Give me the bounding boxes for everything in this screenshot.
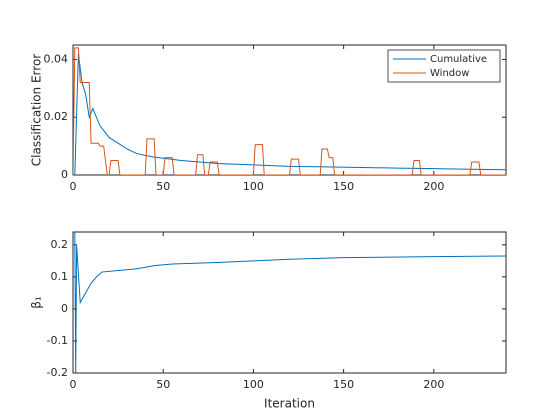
y-tick-label: 0.02	[44, 110, 69, 123]
x-tick-label: 50	[156, 180, 170, 193]
x-axis-label: Iteration	[264, 397, 315, 411]
x-tick-label: 100	[243, 180, 264, 193]
x-tick-label: 200	[423, 378, 444, 391]
y-tick-label: 0	[61, 168, 68, 181]
x-tick-label: 150	[333, 180, 354, 193]
y-tick-label: 0.1	[51, 270, 69, 283]
y-axis-label: β₁	[30, 296, 44, 309]
y-tick-label: -0.1	[47, 334, 68, 347]
x-tick-label: 50	[156, 378, 170, 391]
legend	[387, 49, 501, 83]
y-tick-label: 0.04	[44, 52, 69, 65]
line	[74, 232, 506, 373]
y-tick-label: 0	[61, 302, 68, 315]
x-tick-label: 100	[243, 378, 264, 391]
y-tick-label: 0.2	[51, 238, 69, 251]
line	[74, 53, 506, 175]
x-tick-label: 200	[423, 180, 444, 193]
legend-label: Cumulative	[430, 54, 487, 65]
x-tick-label: 0	[70, 378, 77, 391]
y-tick-label: -0.2	[47, 366, 68, 379]
y-axis-label: Classification Error	[30, 54, 44, 167]
x-tick-label: 150	[333, 378, 354, 391]
axes	[72, 231, 507, 374]
line	[73, 47, 506, 175]
legend-label: Window	[430, 68, 469, 79]
x-tick-label: 0	[70, 180, 77, 193]
